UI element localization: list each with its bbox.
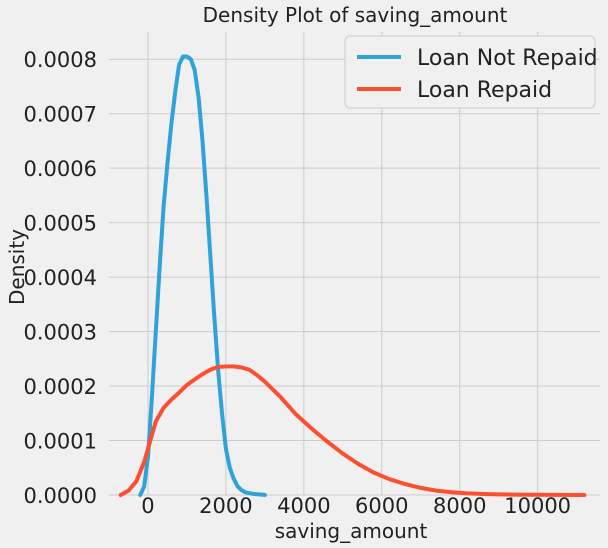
legend-label: Loan Not Repaid [417,46,598,71]
series-line-1 [138,54,267,497]
y-tick-label: 0.0003 [24,321,97,345]
y-tick-label: 0.0005 [24,212,97,236]
y-tick-label: 0.0000 [24,484,97,508]
chart-title: Density Plot of saving_amount [203,3,508,27]
x-axis-title: saving_amount [275,519,428,543]
legend-box [344,35,596,109]
series-layer [118,54,587,497]
x-tick-label: 4000 [277,494,330,518]
y-axis-title: Density [5,229,29,305]
y-tick-label: 0.0008 [24,48,97,72]
legend-label: Loan Repaid [417,78,552,103]
y-tick-label: 0.0006 [24,157,97,181]
y-tick-labels: 0.0000 0.0001 0.0002 0.0003 0.0004 0.0005 0.00… [24,48,97,508]
y-tick-label: 0.0002 [24,375,97,399]
x-tick-label: 10000 [504,494,571,518]
x-tick-label: 6000 [355,494,408,518]
x-tick-label: 0 [141,494,154,518]
y-tick-label: 0.0001 [24,430,97,454]
x-tick-labels: 0 2000 4000 6000 8000 10000 [141,494,571,518]
grid-layer [109,32,600,496]
x-tick-label: 2000 [199,494,252,518]
y-tick-label: 0.0004 [24,266,97,290]
legend: Loan Not Repaid Loan Repaid [344,35,598,109]
y-tick-label: 0.0007 [24,103,97,127]
series-line-2 [118,364,587,497]
x-tick-label: 8000 [433,494,486,518]
